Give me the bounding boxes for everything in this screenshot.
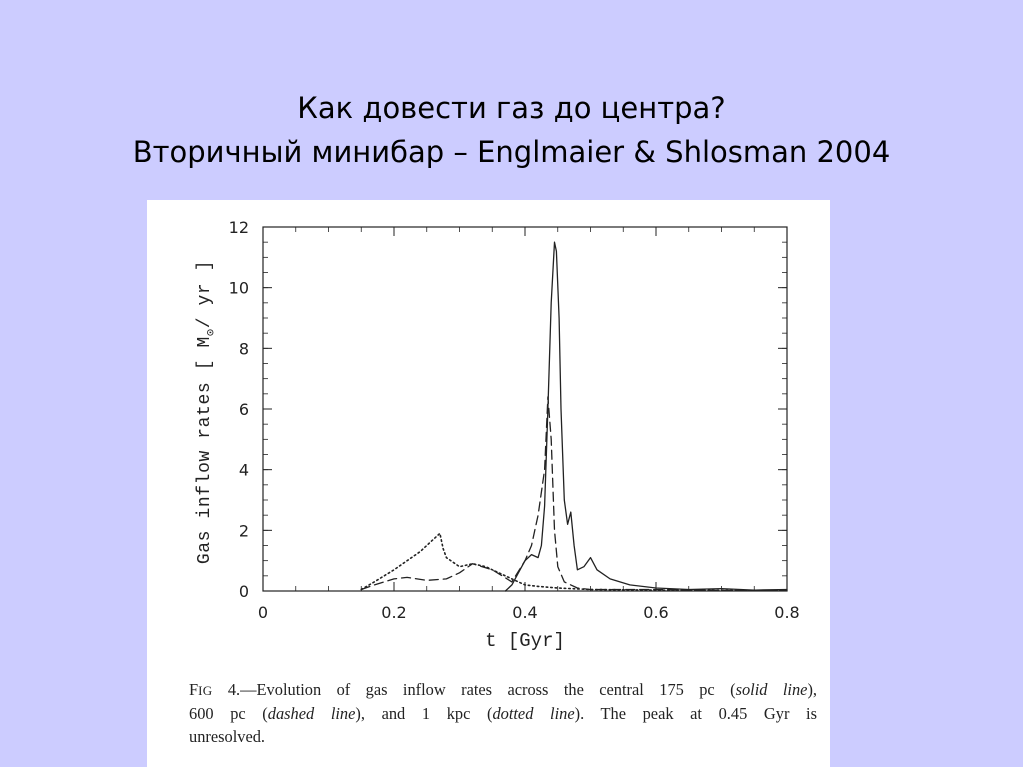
y-axis-label-suffix: / yr ] (195, 260, 215, 328)
caption-dashed: dashed line (267, 704, 356, 723)
caption-line-2: 600 pc (dashed line), and 1 kpc (dotted … (189, 702, 817, 725)
y-tick-label: 2 (239, 521, 249, 540)
y-tick-label: 4 (239, 461, 249, 480)
x-tick-labels: 0 0.2 0.4 0.6 0.8 (258, 603, 800, 622)
caption-line-3: unresolved. (189, 727, 266, 746)
series-line-dashed (360, 396, 788, 592)
caption-solid: solid line (735, 680, 808, 699)
y-axis-label-sun-symbol: ⊙ (204, 328, 218, 336)
caption-text-2: ), (807, 680, 818, 699)
figure-panel: 0 0.2 0.4 0.6 0.8 0 2 4 6 8 10 12 t [Gyr] Gas infl… (147, 200, 830, 767)
inflow-chart: 0 0.2 0.4 0.6 0.8 0 2 4 6 8 10 12 t [Gyr] Gas infl… (195, 218, 800, 652)
y-tick-label: 12 (229, 218, 249, 237)
y-tick-labels: 0 2 4 6 8 10 12 (229, 218, 249, 601)
x-tick-label: 0.8 (774, 603, 799, 622)
series-line-solid (504, 241, 788, 592)
major-ticks (262, 226, 788, 592)
x-axis-label: t [Gyr] (485, 630, 565, 652)
figure-caption: FIG 4.—Evolution of gas inflow rates acr… (189, 678, 817, 748)
caption-fig-number: 4. (212, 680, 241, 699)
caption-dotted: dotted line (492, 704, 575, 723)
slide-title: Как довести газ до центра? Вторичный мин… (0, 86, 1023, 174)
caption-fig-initial: F (189, 680, 199, 699)
caption-text-5: ). The peak at 0.45 Gyr is (574, 704, 817, 723)
series-group (360, 241, 788, 592)
y-tick-label: 8 (239, 339, 249, 358)
x-tick-label: 0.4 (512, 603, 537, 622)
x-tick-label: 0.2 (381, 603, 406, 622)
x-tick-label: 0 (258, 603, 268, 622)
y-tick-label: 6 (239, 400, 249, 419)
y-tick-label: 0 (239, 582, 249, 601)
caption-text-1: —Evolution of gas inflow rates across th… (240, 680, 736, 699)
caption-text-4: ), and 1 kpc ( (355, 704, 493, 723)
slide-title-line-2: Вторичный минибар – Englmaier & Shlosman… (132, 135, 891, 169)
caption-fig-rest: IG (198, 683, 213, 698)
minor-ticks (262, 226, 788, 592)
x-tick-label: 0.6 (643, 603, 668, 622)
series-line-dotted (360, 532, 788, 592)
svg-text:Gas inflow rates [ M⊙/ yr ]: Gas inflow rates [ M⊙/ yr ] (195, 260, 218, 564)
caption-line-1: FIG 4.—Evolution of gas inflow rates acr… (189, 678, 817, 702)
plot-frame (262, 226, 788, 592)
y-axis-label-prefix: Gas inflow rates [ M (195, 336, 215, 564)
caption-text-3: 600 pc ( (189, 704, 268, 723)
y-tick-label: 10 (229, 279, 249, 298)
slide-title-line-1: Как довести газ до центра? (297, 91, 726, 125)
y-axis-label: Gas inflow rates [ M⊙/ yr ] (195, 260, 218, 564)
